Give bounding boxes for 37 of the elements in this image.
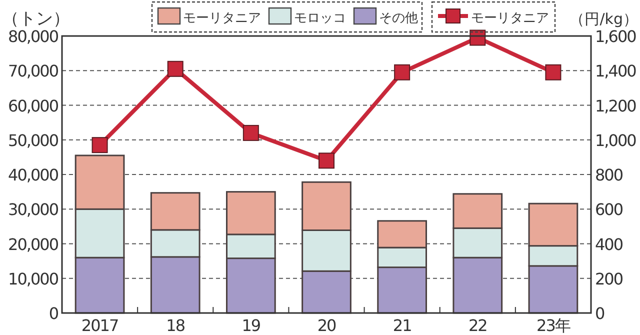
legend-label: モーリタニア — [471, 11, 549, 26]
x-tick-label: 18 — [166, 316, 186, 335]
y-tick-label: 80,000 — [8, 27, 59, 46]
y-tick-label: 0 — [48, 304, 59, 323]
y2-tick-label: 1,400 — [595, 62, 637, 81]
y-tick-label: 70,000 — [8, 62, 59, 81]
y2-tick-label: 600 — [595, 200, 624, 220]
x-tick-label: 2017 — [81, 316, 118, 335]
legend-label: モーリタニア — [183, 11, 261, 26]
x-tick-label: 21 — [392, 316, 412, 335]
y2-tick-label: 1,000 — [595, 130, 637, 150]
y-tick-label: 20,000 — [8, 234, 59, 254]
x-tick-label: 22 — [468, 316, 487, 335]
y-tick-label: 60,000 — [8, 96, 59, 116]
y-axis-title: （トン） — [2, 9, 70, 29]
y2-tick-label: 0 — [595, 304, 605, 323]
y2-tick-label: 400 — [595, 234, 624, 254]
y2-tick-label: 200 — [595, 269, 624, 288]
point — [92, 137, 108, 154]
y2-tick-label: 1,200 — [595, 96, 637, 116]
point — [545, 64, 562, 80]
y-tick-label: 30,000 — [8, 200, 59, 220]
y2-tick-label: 800 — [595, 166, 624, 184]
y-tick-label: 50,000 — [8, 130, 59, 150]
point — [394, 64, 410, 80]
x-tick-label: 19 — [242, 316, 261, 335]
legend-label: その他 — [379, 11, 418, 26]
y-tick-label: 10,000 — [8, 269, 59, 288]
x-tick-label: 20 — [317, 316, 336, 335]
y2-axis-title: （円/kg） — [570, 10, 638, 28]
point — [167, 60, 184, 77]
point — [318, 152, 334, 169]
x-tick-label: 23年 — [536, 316, 571, 335]
y2-tick-label: 1,600 — [595, 27, 637, 46]
point — [242, 124, 259, 141]
legend-label: モロッコ — [294, 11, 346, 26]
y-tick-label: 40,000 — [8, 166, 59, 184]
